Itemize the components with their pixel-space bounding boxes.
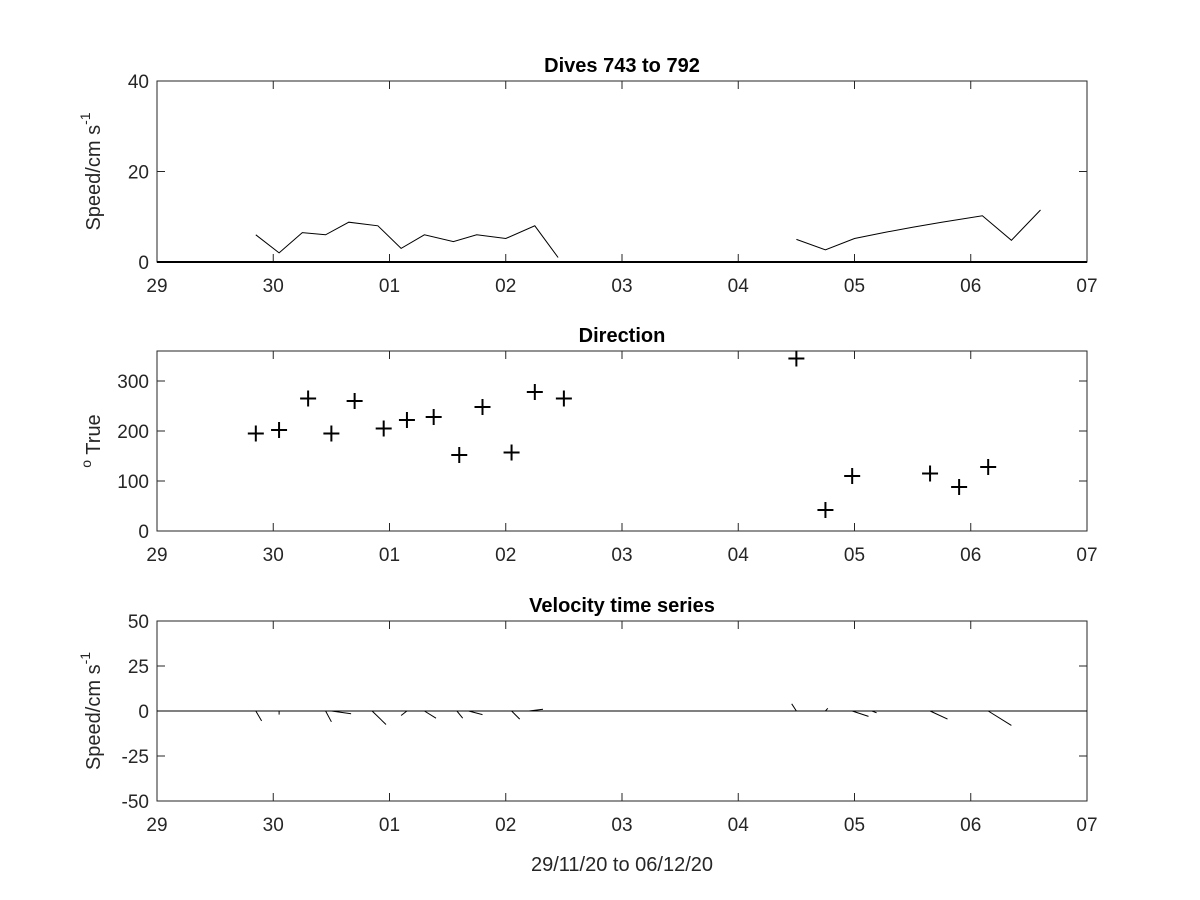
x-tick-label: 03 xyxy=(611,276,632,297)
x-tick-label: 01 xyxy=(379,545,400,566)
x-tick-label: 04 xyxy=(728,815,750,836)
direction-point xyxy=(503,444,520,461)
direction-point xyxy=(555,390,572,407)
velocity-stick xyxy=(371,710,387,725)
x-tick-label: 06 xyxy=(960,545,981,566)
x-tick-label: 07 xyxy=(1076,815,1097,836)
direction-panel: Direction 29 30 01 02 03 04 05 06 07 0 100 200 300 o T… xyxy=(78,325,1098,566)
x-tick-label: 02 xyxy=(495,276,516,297)
velocity-stick xyxy=(400,710,408,716)
direction-point xyxy=(951,479,968,495)
velocity-stick xyxy=(331,710,352,715)
x-tick-label: 02 xyxy=(495,815,516,836)
x-tick-label: 04 xyxy=(728,276,750,297)
direction-point xyxy=(375,420,392,437)
x-tick-label: 29 xyxy=(146,815,167,836)
velocity-stick xyxy=(511,710,521,720)
direction-point xyxy=(398,412,415,428)
direction-point xyxy=(844,468,861,484)
x-tick-label: 07 xyxy=(1076,545,1097,566)
y-axis-label-sup: -1 xyxy=(77,652,93,665)
velocity-stick xyxy=(791,703,797,712)
velocity-stick xyxy=(456,710,464,719)
y-axis-label-text: Speed/cm s xyxy=(83,125,105,231)
y-tick-label: -50 xyxy=(122,792,149,813)
direction-point xyxy=(451,447,468,463)
direction-point xyxy=(323,425,340,442)
speed-line-segment xyxy=(796,209,1041,251)
y-axis-label-sup: -1 xyxy=(77,112,93,125)
direction-point xyxy=(788,350,805,367)
axes-box xyxy=(156,350,1088,532)
y-tick-label: 200 xyxy=(117,422,149,443)
velocity-stick xyxy=(528,708,544,712)
y-tick-label: -25 xyxy=(122,747,149,768)
velocity-stick xyxy=(255,710,263,722)
x-tick-label: 06 xyxy=(960,276,981,297)
y-tick-label: 0 xyxy=(138,522,149,543)
direction-point xyxy=(247,425,264,442)
x-tick-label: 30 xyxy=(263,276,284,297)
direction-point xyxy=(425,409,442,425)
y-axis-label: Speed/cm s-1 xyxy=(77,652,105,770)
x-tick-label: 30 xyxy=(263,545,284,566)
x-tick-label: 05 xyxy=(844,545,865,566)
speed-panel: Dives 743 to 792 29 30 01 02 03 04 05 06 07 0 20 40 S… xyxy=(77,55,1098,297)
chart-title: Velocity time series xyxy=(529,595,715,617)
x-tick-label: 03 xyxy=(611,545,632,566)
chart-title: Direction xyxy=(579,325,666,347)
velocity-stick xyxy=(929,710,948,720)
y-tick-label: 40 xyxy=(128,72,149,93)
direction-point xyxy=(271,422,288,438)
x-tick-label: 02 xyxy=(495,545,516,566)
velocity-stick xyxy=(325,710,332,723)
x-tick-label: 29 xyxy=(146,545,167,566)
direction-point xyxy=(300,390,317,407)
direction-point xyxy=(922,465,939,482)
x-tick-label: 29 xyxy=(146,276,167,297)
x-tick-label: 07 xyxy=(1076,276,1097,297)
direction-point xyxy=(526,384,543,400)
x-tick-label: 05 xyxy=(844,276,865,297)
velocity-stick xyxy=(852,710,869,717)
axes-box xyxy=(156,80,1088,263)
y-axis-label-text: True xyxy=(83,414,105,460)
x-tick-label: 01 xyxy=(379,815,400,836)
y-axis-label: o True xyxy=(78,414,105,467)
y-axis-label-sup: o xyxy=(78,460,94,468)
y-tick-label: 25 xyxy=(128,657,149,678)
velocity-stick xyxy=(871,710,877,714)
y-tick-label: 100 xyxy=(117,472,149,493)
y-tick-label: 50 xyxy=(128,612,149,633)
y-axis-label-text: Speed/cm s xyxy=(83,664,105,770)
y-tick-label: 20 xyxy=(128,163,149,184)
chart-title: Dives 743 to 792 xyxy=(544,55,700,77)
direction-point xyxy=(817,502,834,518)
velocity-stick xyxy=(987,710,1012,726)
speed-line-segment xyxy=(255,221,559,258)
x-tick-label: 30 xyxy=(263,815,284,836)
x-tick-label: 05 xyxy=(844,815,865,836)
direction-point xyxy=(474,399,491,415)
y-tick-label: 0 xyxy=(138,253,149,274)
x-tick-label: 01 xyxy=(379,276,400,297)
velocity-stick xyxy=(468,710,483,716)
direction-point xyxy=(980,459,997,475)
y-tick-label: 300 xyxy=(117,372,149,393)
y-tick-label: 0 xyxy=(138,702,149,723)
y-axis-label: Speed/cm s-1 xyxy=(77,112,105,230)
velocity-stick xyxy=(825,707,829,712)
velocity-stick xyxy=(424,710,437,719)
x-tick-label: 03 xyxy=(611,815,632,836)
x-axis-label: 29/11/20 to 06/12/20 xyxy=(531,854,713,876)
direction-point xyxy=(346,393,363,409)
velocity-panel: Velocity time series 29 30 01 02 03 04 05 06 07 50… xyxy=(77,595,1098,876)
x-tick-label: 04 xyxy=(728,545,750,566)
x-tick-label: 06 xyxy=(960,815,981,836)
